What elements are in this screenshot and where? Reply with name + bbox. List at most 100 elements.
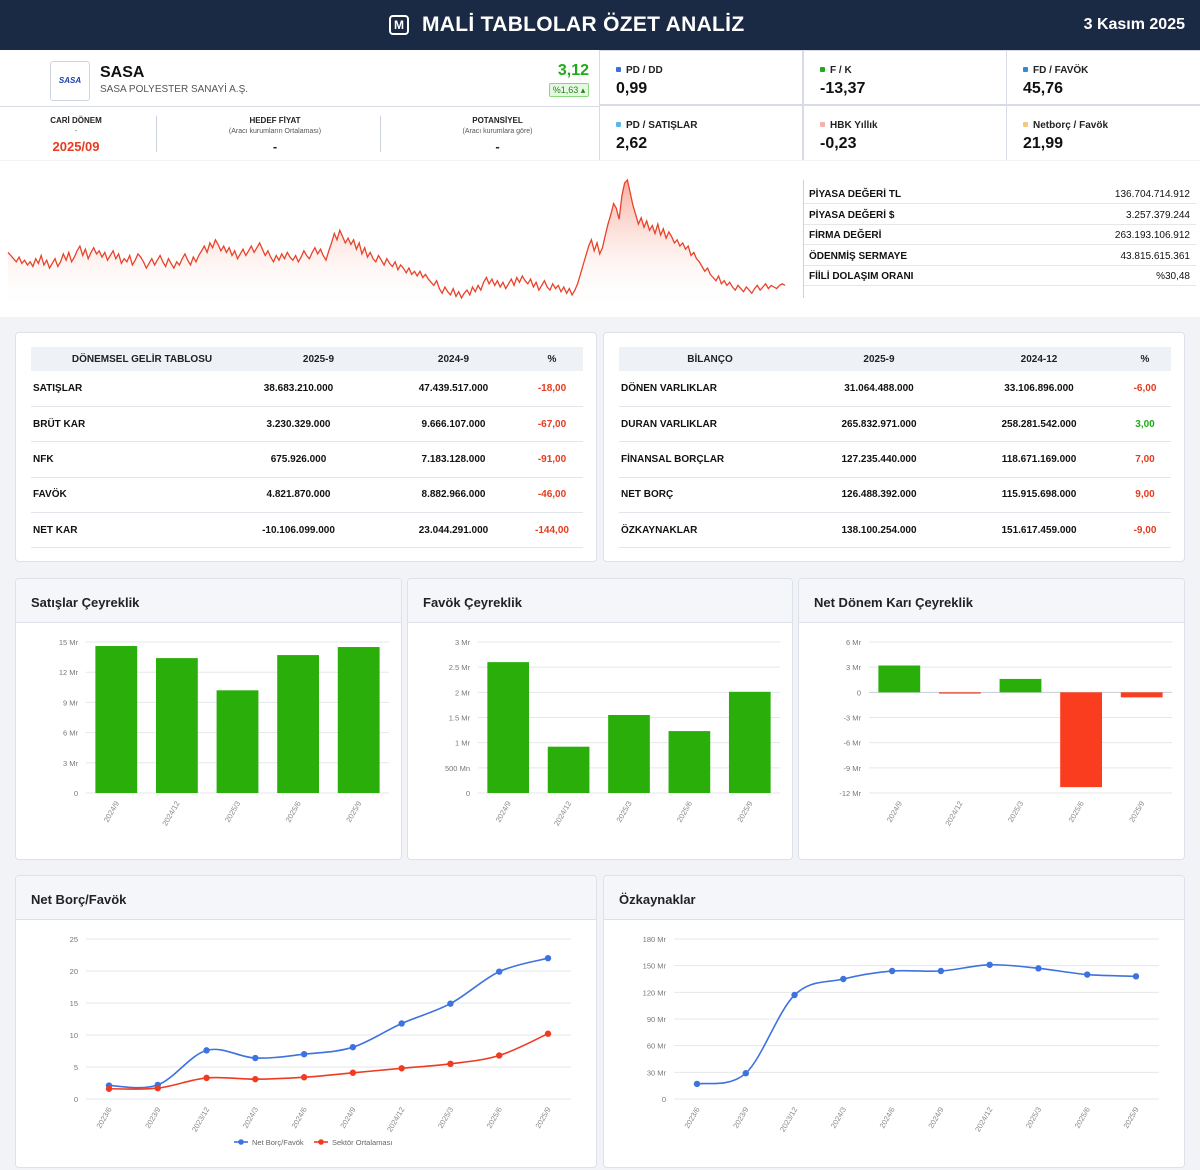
y-tick-label: 0: [74, 1095, 78, 1104]
metric-value: 21,99: [1023, 135, 1064, 152]
table-row: NET KAR -10.106.099.000 23.044.291.000 -144…: [31, 512, 583, 549]
metric-hbk: HBK Yıllık -0,23: [804, 106, 1006, 160]
equity-chart-card: Özkaynaklar 0 30 Mr 60 Mr 90 Mr 120 Mr 150 Mr…: [603, 875, 1185, 1168]
data-point: [693, 1080, 701, 1088]
y-tick-label: 60 Mr: [647, 1042, 667, 1051]
potential-label: POTANSİYEL: [472, 116, 523, 125]
cell-value: 23.044.291.000: [386, 512, 521, 549]
y-tick-label: 20: [70, 967, 78, 976]
x-tick-label: 2024/6: [290, 1106, 309, 1130]
y-tick-label: 1 Mr: [455, 739, 471, 748]
row-label: NET BORÇ: [619, 477, 799, 514]
market-value: 43.815.615.361: [1120, 251, 1190, 262]
y-tick-label: 15: [70, 999, 78, 1008]
cell-percent: -144,00: [521, 512, 583, 549]
row-label: ÖZKAYNAKLAR: [619, 512, 799, 549]
data-point: [349, 1043, 357, 1051]
price-line: [7, 178, 786, 300]
y-tick-label: 5: [74, 1063, 78, 1072]
data-point: [544, 955, 552, 962]
metric-value: 2,62: [616, 135, 648, 152]
data-point: [252, 1054, 259, 1062]
y-tick-label: 6 Mr: [846, 638, 862, 647]
chart-bar: [277, 655, 320, 793]
data-point: [1035, 965, 1042, 972]
balance-sheet-card: BİLANÇO 2025-9 2024-12 % DÖNEN VARLIKLAR…: [603, 332, 1185, 562]
data-point: [154, 1084, 161, 1092]
company-name: SASA POLYESTER SANAYİ A.Ş.: [100, 84, 249, 95]
y-tick-label: 0: [857, 688, 861, 697]
legend-dot-icon: [820, 67, 825, 72]
data-point: [203, 1074, 210, 1082]
current-period-dash: -: [74, 128, 78, 135]
row-label: DÖNEN VARLIKLAR: [619, 371, 799, 407]
cell-value: 7.183.128.000: [386, 441, 521, 478]
legend-dot-icon: [1023, 122, 1028, 127]
chart-title: Satışlar Çeyreklik: [31, 595, 140, 610]
cell-percent: 9,00: [1119, 477, 1171, 514]
table-row: BRÜT KAR 3.230.329.000 9.666.107.000 -67,00: [31, 406, 583, 443]
metric-f-k: F / K -13,37: [804, 51, 1006, 104]
series-line: [108, 1032, 549, 1090]
metric-pd-dd: PD / DD 0,99: [600, 51, 802, 104]
table-header: %: [521, 347, 583, 371]
x-tick-label: 2025/9: [1121, 1106, 1140, 1130]
x-tick-label: 2023/12: [190, 1106, 211, 1134]
x-tick-label: 2025/3: [436, 1106, 455, 1130]
divider: [0, 106, 599, 107]
row-label: NET KAR: [31, 512, 251, 549]
y-tick-label: 3 Mr: [846, 663, 862, 672]
chart-bar: [155, 658, 198, 793]
table-header: 2024-12: [959, 347, 1119, 371]
current-period-value: 2025/09: [52, 139, 100, 154]
chart-bar: [668, 731, 711, 793]
metric-value: -0,23: [820, 135, 857, 152]
y-tick-label: 2.5 Mr: [449, 663, 471, 672]
company-logo: SASA: [50, 61, 90, 101]
metric-value: 45,76: [1023, 80, 1064, 97]
y-tick-label: 180 Mr: [643, 935, 667, 944]
x-tick-label: 2025/9: [344, 800, 363, 824]
cell-value: 675.926.000: [251, 441, 386, 478]
legend-dot-icon: [820, 122, 825, 127]
cell-percent: -46,00: [521, 477, 583, 514]
x-tick-label: 2023/6: [682, 1106, 701, 1130]
y-tick-label: 6 Mr: [63, 729, 79, 738]
y-tick-label: 12 Mr: [59, 668, 79, 677]
cell-value: 265.832.971.000: [799, 406, 959, 443]
market-label: ÖDENMİŞ SERMAYE: [809, 251, 907, 262]
table-header: %: [1119, 347, 1171, 371]
y-tick-label: -6 Mr: [844, 739, 862, 748]
market-value: 136.704.714.912: [1114, 189, 1190, 200]
row-label: NFK: [31, 441, 251, 478]
chart-bar: [938, 692, 981, 694]
data-point: [203, 1047, 210, 1054]
data-point: [349, 1069, 357, 1076]
income-statement-card: DÖNEMSEL GELİR TABLOSU 2025-9 2024-9 % S…: [15, 332, 597, 562]
x-tick-label: 2024/9: [885, 800, 904, 824]
market-value: 263.193.106.912: [1114, 230, 1190, 241]
y-tick-label: 1.5 Mr: [449, 714, 471, 723]
metric-label: HBK Yıllık: [830, 120, 878, 131]
app-title: MALİ TABLOLAR ÖZET ANALİZ: [422, 13, 745, 36]
legend-label: Net Borç/Favök: [252, 1138, 304, 1147]
cell-value: 115.915.698.000: [959, 477, 1119, 514]
market-label: FİİLİ DOLAŞIM ORANI: [809, 271, 914, 282]
data-point: [105, 1085, 113, 1092]
sales-chart-card: Satışlar Çeyreklik 0 3 Mr 6 Mr 9 Mr 12 Mr 15 …: [15, 578, 402, 860]
market-label: PİYASA DEĞERİ $: [809, 210, 895, 221]
sales-bar-chart: 0 3 Mr 6 Mr 9 Mr 12 Mr 15 Mr 2024/9 2024/12 2025…: [59, 638, 389, 827]
legend-marker: [318, 1139, 324, 1145]
netdebt-line-chart: 0 5 10 15 20 25 2023/6 2023/9 2023/12 2024/3 2024/…: [70, 935, 571, 1147]
x-tick-label: 2025/3: [614, 800, 633, 824]
y-tick-label: -12 Mr: [839, 789, 861, 798]
legend-label: Sektör Ortalaması: [332, 1138, 392, 1147]
cell-value: 126.488.392.000: [799, 477, 959, 514]
chart-bar: [1060, 692, 1103, 788]
cell-value: 4.821.870.000: [251, 477, 386, 514]
cell-value: 118.671.169.000: [959, 441, 1119, 478]
y-tick-label: 30 Mr: [647, 1068, 667, 1077]
data-point: [986, 961, 993, 968]
y-tick-label: 0: [662, 1095, 666, 1104]
cell-value: 47.439.517.000: [386, 371, 521, 407]
